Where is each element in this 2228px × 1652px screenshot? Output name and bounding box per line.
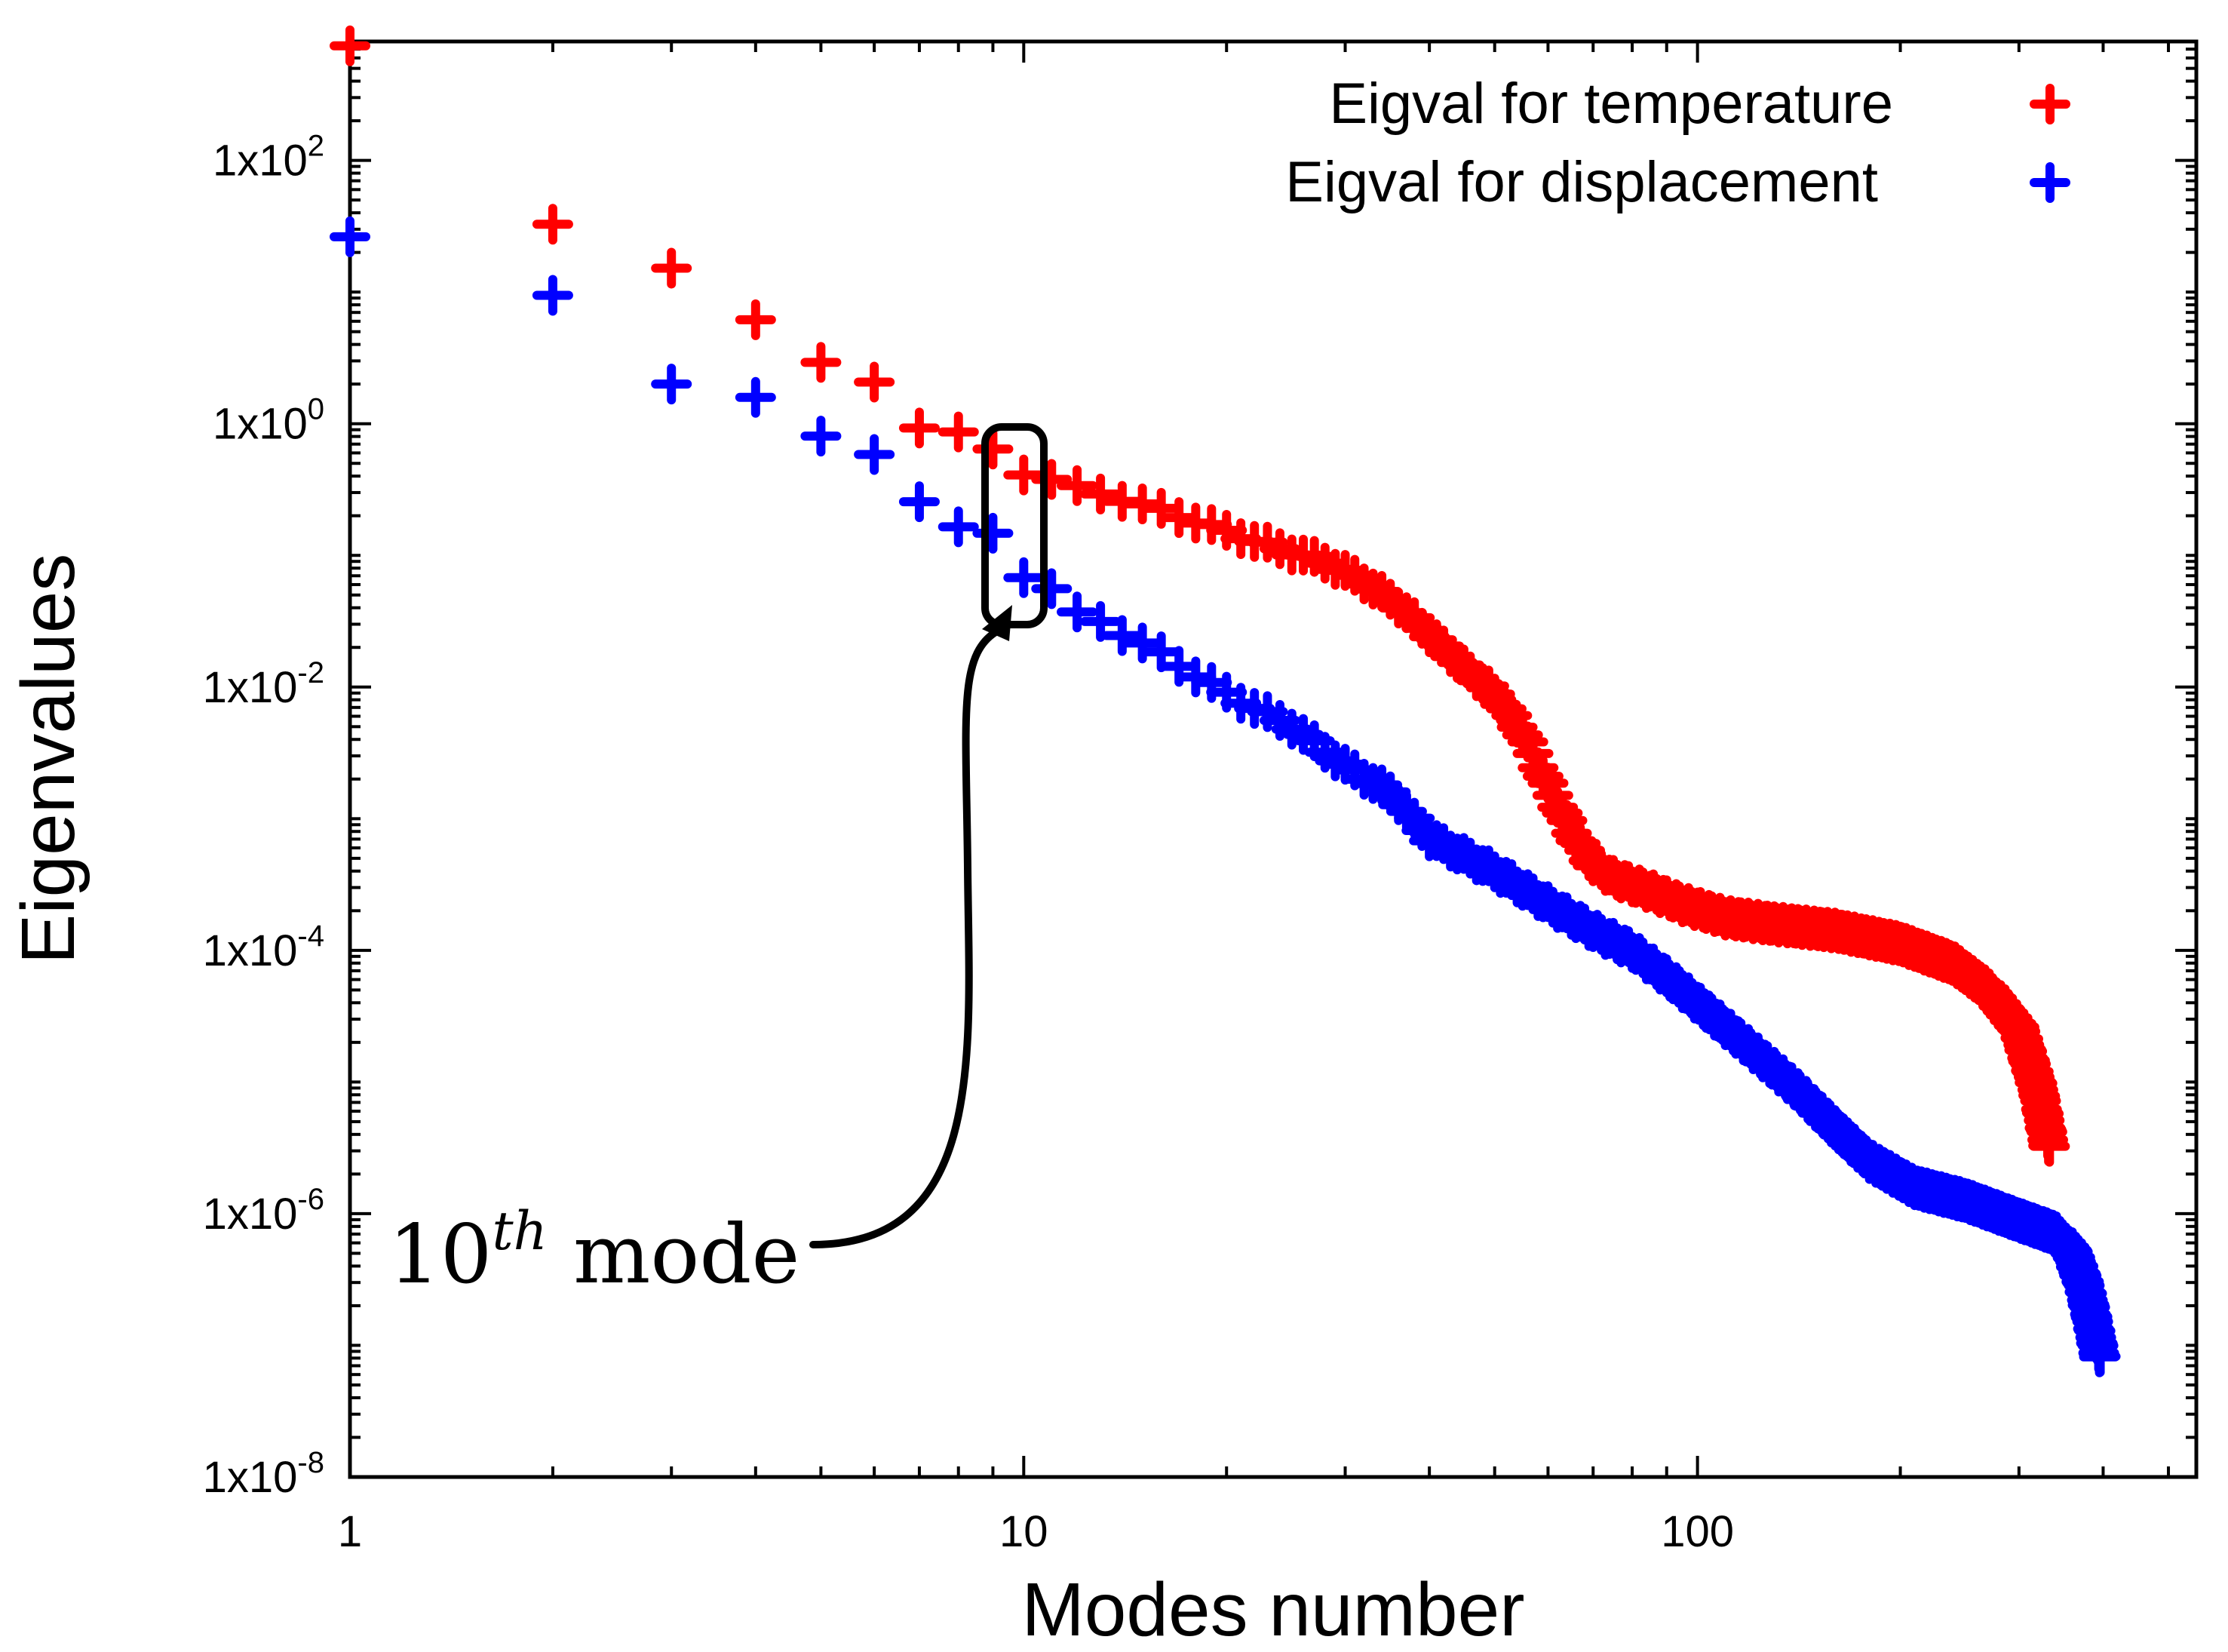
data-point [938,506,979,548]
data-point [938,411,979,453]
y-tick-exponent: 2 [308,130,324,163]
y-tick-label: 1x10-2 [203,656,324,712]
y-tick-exponent: -6 [297,1183,324,1216]
x-tick-label: 100 [1661,1507,1734,1556]
data-point [330,216,370,257]
tenth-mode-annotation: 10th mode [388,423,1048,1302]
data-point [1158,497,1200,539]
series-temperature [330,25,2070,1167]
data-point [898,407,940,449]
y-tick-mantissa: 1x10 [203,1190,298,1239]
legend-marker-symbol [2030,84,2070,124]
annotation-superscript: th [492,1200,547,1262]
data-point [898,481,940,523]
data-point [1057,465,1098,506]
legend-label-temperature: Eigval for temperature [1329,72,1893,136]
data-point [735,299,776,340]
data-point [1080,600,1122,642]
y-tick-label: 1x102 [213,130,324,186]
legend-marker-symbol [2030,162,2070,203]
y-tick-exponent: 0 [308,393,324,426]
legend: Eigval for temperature Eigval for displa… [1285,72,2070,214]
data-point [735,376,776,418]
y-tick-label: 1x10-4 [203,920,324,975]
legend-label-displacement: Eigval for displacement [1285,150,1878,214]
y-tick-mantissa: 1x10 [203,926,298,975]
y-axis-label: Eigenvalues [6,554,91,965]
tick-marks [348,40,2196,1479]
annotation-base: 10 [388,1208,492,1302]
y-tick-exponent: -4 [297,920,324,953]
data-point [330,25,370,66]
y-tick-mantissa: 1x10 [213,400,308,449]
annotation-label: 10th mode [388,1200,799,1302]
data-point [1057,591,1098,633]
series-displacement [330,216,2121,1377]
y-tick-label: 1x10-8 [203,1446,324,1502]
data-points [330,25,2121,1377]
data-point [800,416,842,457]
y-tick-mantissa: 1x10 [203,1453,298,1502]
data-point [651,364,692,405]
data-point [854,361,895,403]
legend-marker-temperature [2030,84,2070,124]
y-tick-exponent: -2 [297,656,324,689]
annotation-arrow-line [809,628,999,1248]
x-axis-label: Modes number [1022,1568,1525,1652]
tenth-mode-highlight-box [981,423,1048,628]
annotation-suffix: mode [548,1208,800,1302]
data-point [1003,557,1045,598]
data-point [1003,454,1045,496]
x-tick-label: 1 [338,1507,362,1556]
y-tick-label: 1x100 [213,393,324,449]
data-point [1080,473,1122,514]
legend-marker-displacement [2030,162,2070,203]
data-point [854,434,895,475]
x-tick-label: 10 [999,1507,1048,1556]
data-point [532,204,573,245]
data-point [800,342,842,383]
data-point [1175,656,1217,698]
data-point [651,247,692,289]
y-tick-mantissa: 1x10 [213,137,308,186]
y-tick-exponent: -8 [297,1446,324,1479]
plot-frame [348,39,2199,1479]
data-point [2029,1125,2070,1167]
data-point [1101,615,1143,656]
data-point [2079,1336,2121,1377]
y-tick-mantissa: 1x10 [203,663,298,712]
data-point [532,275,573,316]
annotation-arrowhead [982,605,1012,641]
y-tick-label: 1x10-6 [203,1183,324,1239]
